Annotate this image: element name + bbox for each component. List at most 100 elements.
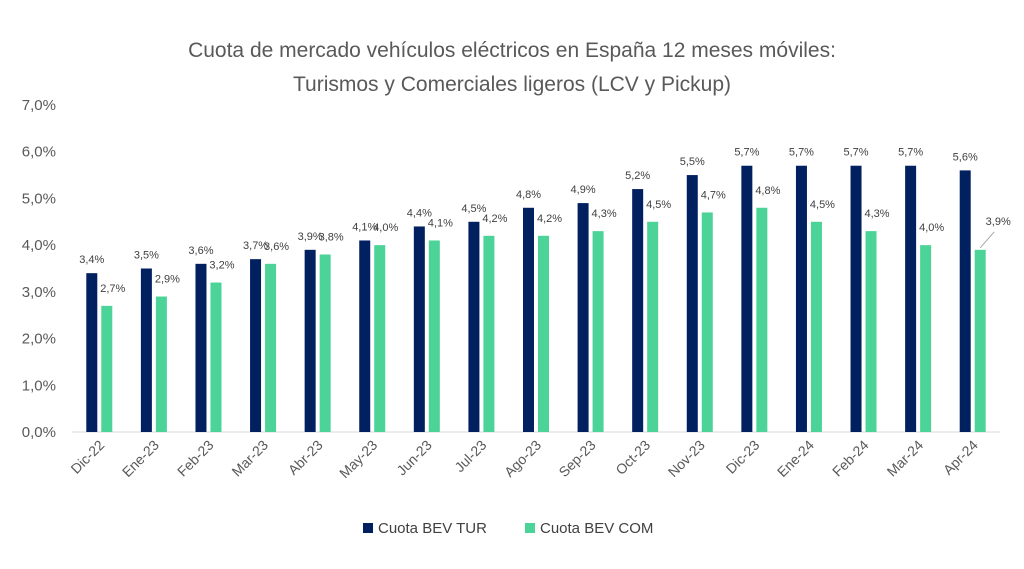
bar-com (374, 245, 386, 432)
bar-tur (359, 240, 371, 432)
bar-com (865, 231, 877, 432)
bar-tur (741, 165, 753, 432)
leader-line (979, 231, 995, 249)
data-label: 5,7% (734, 147, 759, 159)
data-label: 3,2% (209, 260, 234, 272)
x-tick-label: Dic-22 (67, 437, 107, 477)
bar-tur (905, 165, 917, 432)
bar-com (210, 282, 222, 432)
data-label: 5,7% (843, 147, 868, 159)
data-label: 4,3% (864, 208, 889, 220)
bar-com (538, 235, 549, 432)
x-tick-label: Ene-23 (119, 437, 162, 480)
bar-tur (523, 207, 534, 432)
bar-tur (632, 189, 644, 432)
x-tick-label: Dic-23 (723, 437, 763, 477)
y-tick-label: 1,0% (22, 377, 56, 394)
bar-com (592, 231, 604, 432)
data-label: 4,5% (810, 199, 835, 211)
data-label: 4,1% (428, 217, 453, 229)
bar-tur (795, 165, 807, 432)
data-label: 5,7% (898, 147, 923, 159)
chart-title-line-2: Turismos y Comerciales ligeros (LCV y Pi… (293, 73, 731, 96)
y-tick-label: 4,0% (22, 237, 56, 254)
data-label: 4,0% (919, 222, 944, 234)
x-tick-label: May-23 (336, 437, 380, 481)
data-label: 5,2% (625, 170, 650, 182)
data-label: 4,5% (461, 203, 486, 215)
data-label: 2,9% (155, 274, 180, 286)
data-label: 3,9% (986, 216, 1011, 228)
y-tick-label: 5,0% (22, 190, 56, 207)
bar-tur (468, 221, 480, 432)
bar-tur (959, 170, 971, 432)
x-tick-label: Apr-24 (940, 437, 981, 478)
bar-com (810, 221, 822, 432)
legend-swatch (525, 523, 535, 533)
bar-com (920, 245, 932, 432)
bar-com (101, 305, 113, 432)
bar-tur (850, 165, 862, 432)
data-label: 4,5% (646, 199, 671, 211)
chart-title-line-1: Cuota de mercado vehículos eléctricos en… (188, 39, 836, 62)
bar-com (974, 249, 986, 432)
legend-swatch (363, 523, 373, 533)
data-label: 4,3% (592, 208, 617, 220)
x-tick-label: Ene-24 (774, 437, 817, 480)
data-label: 3,4% (79, 254, 104, 266)
data-label: 3,5% (134, 250, 159, 262)
data-label: 4,9% (571, 184, 596, 196)
bar-com (155, 296, 167, 432)
data-label: 4,7% (701, 189, 726, 201)
x-tick-label: Mar-23 (228, 437, 271, 480)
data-label: 3,7% (243, 240, 268, 252)
legend-label: Cuota BEV TUR (378, 520, 487, 537)
legend-label: Cuota BEV COM (540, 520, 653, 537)
data-label: 4,4% (407, 207, 432, 219)
bar-tur (86, 273, 98, 432)
x-tick-label: Sep-23 (555, 437, 598, 480)
data-label: 3,6% (188, 245, 213, 257)
bar-tur (413, 226, 425, 432)
y-tick-label: 0,0% (22, 424, 56, 441)
data-label: 5,7% (789, 147, 814, 159)
data-label: 3,6% (264, 241, 289, 253)
bar-com (756, 207, 768, 432)
x-tick-label: Nov-23 (665, 437, 708, 480)
x-tick-label: Jun-23 (393, 437, 435, 479)
bar-com (483, 235, 495, 432)
y-tick-label: 3,0% (22, 284, 56, 301)
data-label: 4,2% (537, 213, 562, 225)
x-tick-label: Feb-23 (174, 437, 217, 480)
data-label: 4,8% (755, 185, 780, 197)
x-tick-label: Ago-23 (501, 437, 544, 480)
x-tick-label: Feb-24 (829, 437, 872, 480)
bar-tur (304, 249, 316, 432)
data-label: 4,0% (373, 222, 398, 234)
x-tick-label: Abr-23 (285, 437, 326, 478)
bar-com (319, 254, 331, 432)
data-label: 3,8% (319, 231, 344, 243)
data-label: 5,5% (680, 156, 705, 168)
y-tick-label: 7,0% (22, 97, 56, 114)
bar-com (265, 263, 277, 432)
bar-tur (195, 263, 207, 432)
bar-com (428, 240, 440, 432)
x-tick-label: Oct-23 (612, 437, 653, 478)
bar-tur (686, 175, 698, 433)
bar-tur (577, 203, 589, 432)
y-tick-label: 6,0% (22, 144, 56, 161)
data-label: 5,6% (953, 151, 978, 163)
y-tick-label: 2,0% (22, 331, 56, 348)
bar-com (647, 221, 659, 432)
bar-tur (250, 259, 262, 432)
data-label: 2,7% (100, 283, 125, 295)
bar-tur (140, 268, 152, 432)
x-tick-label: Jul-23 (451, 437, 489, 475)
x-tick-label: Mar-24 (884, 437, 927, 480)
data-label: 3,9% (298, 231, 323, 243)
data-label: 4,1% (352, 221, 377, 233)
data-label: 4,2% (482, 213, 507, 225)
bar-com (701, 212, 713, 432)
